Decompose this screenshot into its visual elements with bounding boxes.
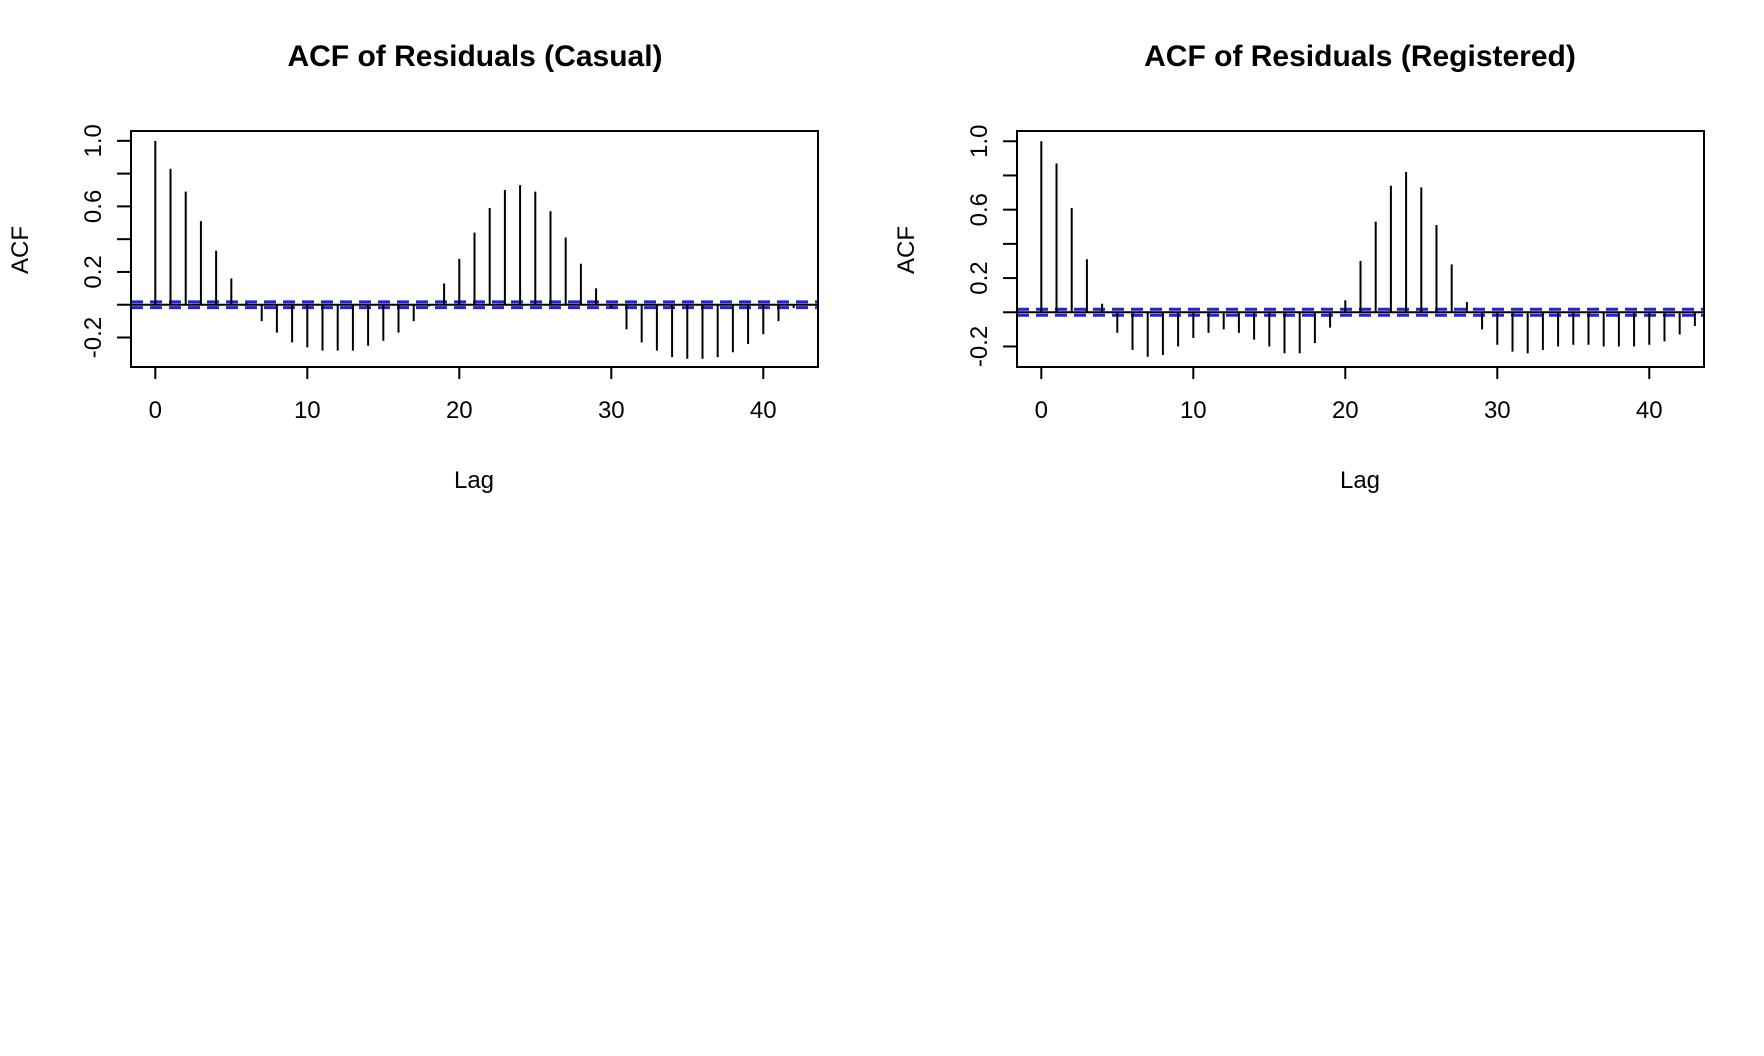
y-tick-label: 0.6 — [80, 190, 107, 223]
x-tick-label: 10 — [294, 397, 321, 424]
y-tick-label: -0.2 — [80, 317, 107, 358]
x-tick-label: 20 — [446, 397, 473, 424]
acf-panel-casual: ACF of Residuals (Casual) 0 10 20 30 40 -0.2 0… — [7, 40, 819, 494]
x-tick-label: 10 — [1180, 397, 1207, 424]
chart-title: ACF of Residuals (Casual) — [287, 40, 662, 73]
x-axis-label: Lag — [1340, 467, 1380, 494]
plot-frame — [130, 130, 819, 368]
x-tick-label: 0 — [1035, 397, 1048, 424]
x-tick-label: 30 — [598, 397, 625, 424]
y-tick-label: 1.0 — [80, 124, 107, 157]
y-tick-label: -0.2 — [966, 326, 993, 367]
plot-frame — [1016, 130, 1705, 368]
y-tick-label: 0.2 — [80, 255, 107, 288]
x-tick-label: 40 — [1636, 397, 1663, 424]
y-tick-label: 1.0 — [966, 125, 993, 158]
x-tick-label: 40 — [750, 397, 777, 424]
y-axis-label: ACF — [893, 226, 920, 274]
x-tick-label: 0 — [149, 397, 162, 424]
x-tick-label: 20 — [1332, 397, 1359, 424]
y-tick-label: 0.2 — [966, 261, 993, 294]
x-tick-label: 30 — [1484, 397, 1511, 424]
chart-title: ACF of Residuals (Registered) — [1144, 40, 1576, 73]
acf-panel-registered: ACF of Residuals (Registered) 0 10 20 30 40 -… — [893, 40, 1705, 494]
y-tick-label: 0.6 — [966, 193, 993, 226]
x-axis-label: Lag — [454, 467, 494, 494]
y-axis-label: ACF — [7, 226, 34, 274]
